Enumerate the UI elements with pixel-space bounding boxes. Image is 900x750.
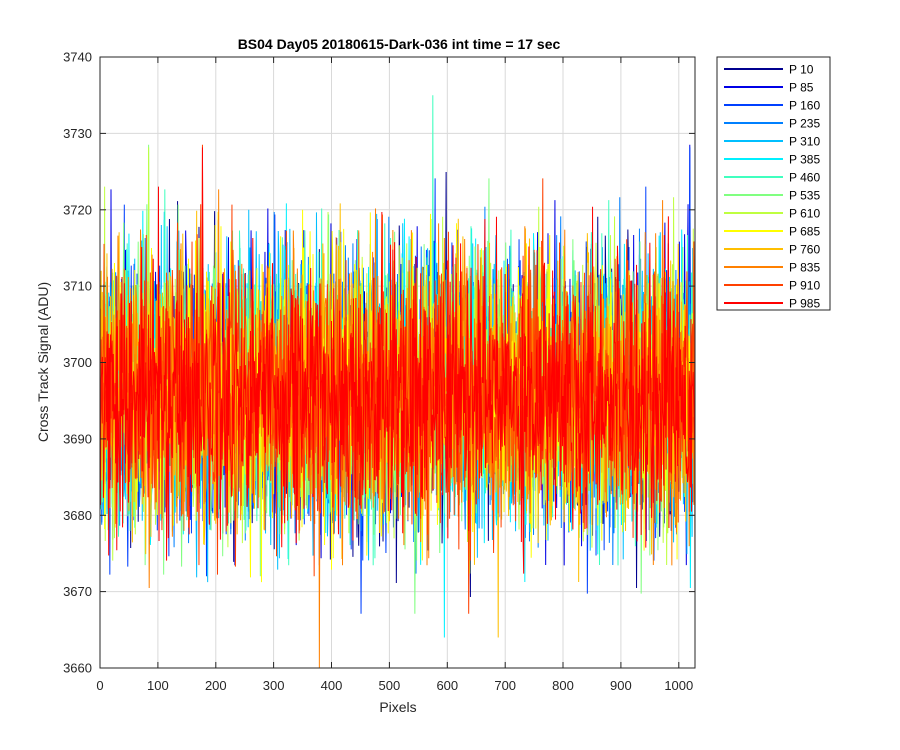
x-axis-ticks: 0 100 200 300 400 500 600 700 800 900 1000	[96, 57, 693, 693]
legend-label: P 910	[789, 279, 820, 293]
x-tick-label: 400	[321, 678, 343, 693]
x-tick-label: 600	[436, 678, 458, 693]
legend: P 10 P 85 P 160 P 235 P 310 P 385 P 460 P 535 P …	[716, 56, 831, 311]
legend-label: P 760	[789, 243, 820, 257]
y-axis-label: Cross Track Signal (ADU)	[35, 282, 51, 442]
legend-label: P 685	[789, 225, 820, 239]
x-tick-label: 500	[379, 678, 401, 693]
y-tick-label: 3710	[63, 279, 92, 294]
y-tick-label: 3670	[63, 584, 92, 599]
x-tick-label: 1000	[664, 678, 693, 693]
legend-label: P 835	[789, 261, 820, 275]
y-tick-label: 3730	[63, 126, 92, 141]
y-tick-label: 3740	[63, 50, 92, 65]
legend-label: P 85	[789, 81, 814, 95]
x-tick-label: 300	[263, 678, 285, 693]
y-tick-label: 3660	[63, 661, 92, 676]
legend-label: P 235	[789, 117, 820, 131]
y-axis-ticks: 3660 3670 3680 3690 3700 3710 3720 3730 3740	[63, 50, 695, 676]
x-tick-label: 700	[494, 678, 516, 693]
y-tick-label: 3680	[63, 508, 92, 523]
legend-label: P 10	[789, 63, 814, 77]
y-tick-label: 3700	[63, 355, 92, 370]
series-lines	[100, 95, 696, 669]
legend-label: P 535	[789, 189, 820, 203]
legend-label: P 385	[789, 153, 820, 167]
x-tick-label: 0	[96, 678, 103, 693]
x-tick-label: 100	[147, 678, 169, 693]
legend-label: P 460	[789, 171, 820, 185]
legend-label: P 160	[789, 99, 820, 113]
legend-label: P 310	[789, 135, 820, 149]
legend-label: P 610	[789, 207, 820, 221]
x-tick-label: 800	[552, 678, 574, 693]
series-line-p-985	[100, 147, 696, 574]
chart-title: BS04 Day05 20180615-Dark-036 int time = …	[238, 36, 561, 52]
y-tick-label: 3690	[63, 431, 92, 446]
x-axis-label: Pixels	[379, 699, 416, 715]
x-tick-label: 900	[610, 678, 632, 693]
y-tick-label: 3720	[63, 202, 92, 217]
x-tick-label: 200	[205, 678, 227, 693]
legend-label: P 985	[789, 297, 820, 311]
